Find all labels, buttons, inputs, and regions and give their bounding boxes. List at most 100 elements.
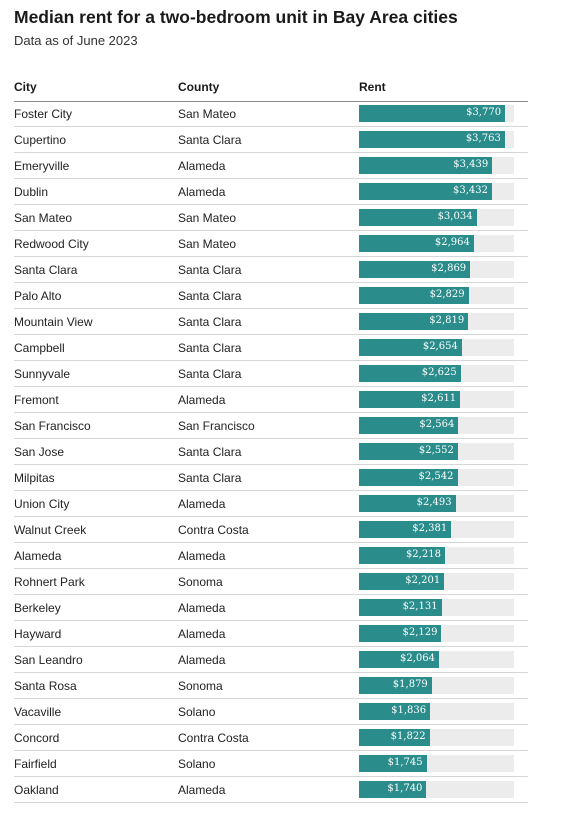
city-cell: Alameda — [14, 549, 62, 563]
city-cell: San Jose — [14, 445, 65, 459]
city-cell: Rohnert Park — [14, 575, 85, 589]
rent-value-label: $2,542 — [418, 471, 454, 482]
bar-track: $1,879 — [359, 677, 514, 694]
rent-value-label: $2,625 — [421, 367, 457, 378]
city-cell: Concord — [14, 731, 60, 745]
bar-track: $2,552 — [359, 443, 514, 460]
table-row: Emeryville Alameda $3,439 — [14, 153, 528, 179]
bar-track: $1,745 — [359, 755, 514, 772]
rent-value-label: $1,822 — [390, 731, 426, 742]
bar-track: $3,763 — [359, 131, 514, 148]
county-cell: San Mateo — [178, 237, 237, 251]
rent-bar: $2,064 — [359, 651, 439, 668]
table-row: Mountain View Santa Clara $2,819 — [14, 309, 528, 335]
table-row: San Francisco San Francisco $2,564 — [14, 413, 528, 439]
bar-track: $3,439 — [359, 157, 514, 174]
county-cell: Santa Clara — [178, 133, 242, 147]
bar-track: $2,964 — [359, 235, 514, 252]
rent-bar: $2,129 — [359, 625, 442, 642]
city-cell: Palo Alto — [14, 289, 62, 303]
rent-value-label: $2,964 — [434, 237, 470, 248]
city-cell: Santa Clara — [14, 263, 78, 277]
county-cell: San Mateo — [178, 107, 237, 121]
rent-bar: $2,131 — [359, 599, 442, 616]
city-cell: Campbell — [14, 341, 65, 355]
city-cell: Vacaville — [14, 705, 62, 719]
county-cell: Alameda — [178, 653, 226, 667]
county-cell: Santa Clara — [178, 367, 242, 381]
county-cell: Sonoma — [178, 679, 223, 693]
city-cell: Emeryville — [14, 159, 70, 173]
rent-value-label: $2,552 — [418, 445, 454, 456]
county-cell: San Francisco — [178, 419, 255, 433]
table-row: Hayward Alameda $2,129 — [14, 621, 528, 647]
table-row: Concord Contra Costa $1,822 — [14, 725, 528, 751]
rent-bar: $2,218 — [359, 547, 445, 564]
bar-track: $3,770 — [359, 105, 514, 122]
city-cell: San Leandro — [14, 653, 83, 667]
rent-value-label: $2,064 — [399, 653, 435, 664]
county-cell: Alameda — [178, 393, 226, 407]
bar-track: $2,129 — [359, 625, 514, 642]
bar-track: $2,625 — [359, 365, 514, 382]
rent-value-label: $3,770 — [466, 107, 502, 118]
bar-track: $2,064 — [359, 651, 514, 668]
county-cell: Santa Clara — [178, 341, 242, 355]
bar-track: $2,564 — [359, 417, 514, 434]
table-row: Campbell Santa Clara $2,654 — [14, 335, 528, 361]
rent-bar: $3,763 — [359, 131, 505, 148]
rent-value-label: $1,740 — [387, 783, 423, 794]
rent-bar: $1,836 — [359, 703, 431, 720]
table-row: Vacaville Solano $1,836 — [14, 699, 528, 725]
county-cell: Alameda — [178, 783, 226, 797]
chart-title: Median rent for a two-bedroom unit in Ba… — [14, 7, 458, 27]
rent-value-label: $2,829 — [429, 289, 465, 300]
bar-track: $2,381 — [359, 521, 514, 538]
rent-value-label: $3,432 — [452, 185, 488, 196]
rent-bar: $2,493 — [359, 495, 456, 512]
table-row: San Leandro Alameda $2,064 — [14, 647, 528, 673]
rent-value-label: $2,654 — [422, 341, 458, 352]
table-row: Santa Rosa Sonoma $1,879 — [14, 673, 528, 699]
rent-bar: $2,829 — [359, 287, 469, 304]
table-body: Foster City San Mateo $3,770 Cupertino Santa… — [14, 101, 528, 803]
county-cell: Sonoma — [178, 575, 223, 589]
rent-value-label: $3,763 — [465, 133, 501, 144]
rent-value-label: $2,381 — [412, 523, 448, 534]
rent-bar: $3,432 — [359, 183, 492, 200]
city-cell: Redwood City — [14, 237, 89, 251]
table-header: City County Rent — [14, 77, 528, 102]
city-cell: Dublin — [14, 185, 49, 199]
bar-track: $2,654 — [359, 339, 514, 356]
table-row: Berkeley Alameda $2,131 — [14, 595, 528, 621]
city-cell: Milpitas — [14, 471, 55, 485]
column-header-rent: Rent — [359, 80, 386, 94]
table-row: San Mateo San Mateo $3,034 — [14, 205, 528, 231]
city-cell: Mountain View — [14, 315, 93, 329]
county-cell: Santa Clara — [178, 445, 242, 459]
bar-track: $2,611 — [359, 391, 514, 408]
rent-value-label: $2,493 — [416, 497, 452, 508]
rent-bar: $2,611 — [359, 391, 461, 408]
rent-bar: $3,439 — [359, 157, 493, 174]
city-cell: Union City — [14, 497, 70, 511]
rent-bar: $2,654 — [359, 339, 462, 356]
table-row: Walnut Creek Contra Costa $2,381 — [14, 517, 528, 543]
rent-value-label: $2,201 — [405, 575, 441, 586]
table-row: Foster City San Mateo $3,770 — [14, 101, 528, 127]
city-cell: San Mateo — [14, 211, 73, 225]
rent-bar: $2,964 — [359, 235, 474, 252]
bar-track: $2,542 — [359, 469, 514, 486]
table-row: Fairfield Solano $1,745 — [14, 751, 528, 777]
bar-track: $1,836 — [359, 703, 514, 720]
rent-value-label: $2,611 — [421, 393, 457, 404]
rent-value-label: $3,439 — [453, 159, 489, 170]
rent-value-label: $2,869 — [431, 263, 467, 274]
county-cell: Alameda — [178, 159, 226, 173]
city-cell: Cupertino — [14, 133, 67, 147]
rent-value-label: $1,745 — [387, 757, 423, 768]
county-cell: Solano — [178, 757, 216, 771]
rent-bar: $2,564 — [359, 417, 459, 434]
city-cell: Santa Rosa — [14, 679, 77, 693]
city-cell: Fairfield — [14, 757, 57, 771]
